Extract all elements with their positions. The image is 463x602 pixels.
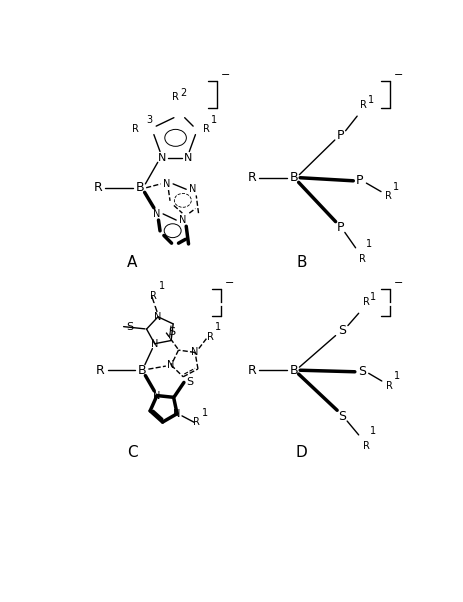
Text: R: R [95, 364, 104, 377]
Text: S: S [337, 324, 345, 337]
Text: R: R [358, 254, 365, 264]
Text: R: R [131, 124, 138, 134]
Text: R: R [93, 181, 102, 194]
Text: N: N [150, 339, 158, 349]
Text: B: B [138, 364, 146, 377]
Text: 3: 3 [146, 114, 152, 125]
Text: R: R [203, 124, 210, 134]
Text: R: R [150, 291, 157, 300]
Text: S: S [337, 410, 345, 423]
Text: N: N [163, 179, 170, 189]
Text: B: B [289, 171, 298, 184]
Text: S: S [126, 321, 133, 332]
Text: R: R [384, 191, 391, 201]
Text: R: R [359, 100, 366, 110]
Text: B: B [289, 364, 298, 377]
Text: R: R [362, 441, 369, 451]
Text: P: P [336, 222, 343, 234]
Text: 1: 1 [393, 371, 400, 381]
Text: A: A [127, 255, 137, 270]
Text: S: S [168, 327, 175, 338]
Text: 2: 2 [180, 88, 186, 98]
Text: 1: 1 [392, 182, 398, 191]
Text: C: C [127, 445, 138, 460]
Text: N: N [157, 154, 165, 164]
Text: −: − [224, 278, 233, 288]
Text: P: P [355, 175, 363, 187]
Text: N: N [153, 209, 160, 219]
Text: N: N [173, 409, 181, 419]
Text: 1: 1 [369, 293, 375, 302]
Text: N: N [153, 391, 160, 400]
Text: R: R [193, 417, 200, 427]
Text: −: − [220, 70, 230, 80]
Text: R: R [247, 364, 256, 377]
Text: N: N [178, 215, 186, 225]
Text: 1: 1 [367, 95, 373, 105]
Text: −: − [393, 278, 403, 288]
Text: 1: 1 [159, 281, 165, 291]
Text: 1: 1 [366, 240, 372, 249]
Text: R: R [386, 380, 393, 391]
Text: S: S [186, 377, 193, 388]
Text: N: N [188, 184, 196, 194]
Text: 1: 1 [369, 426, 375, 436]
Text: B: B [296, 255, 307, 270]
Text: S: S [357, 365, 365, 378]
Text: 1: 1 [215, 322, 221, 332]
Text: 1: 1 [210, 114, 217, 125]
Text: N: N [183, 154, 192, 164]
Text: N: N [167, 360, 175, 370]
Text: 1: 1 [202, 408, 208, 418]
Text: N: N [154, 312, 161, 322]
Text: R: R [362, 297, 369, 307]
Text: −: − [393, 70, 403, 80]
Text: R: R [172, 92, 178, 102]
Text: R: R [247, 171, 256, 184]
Text: D: D [295, 445, 307, 460]
Text: P: P [336, 129, 343, 142]
Text: R: R [206, 332, 213, 342]
Text: B: B [135, 181, 144, 194]
Text: N: N [191, 347, 198, 358]
